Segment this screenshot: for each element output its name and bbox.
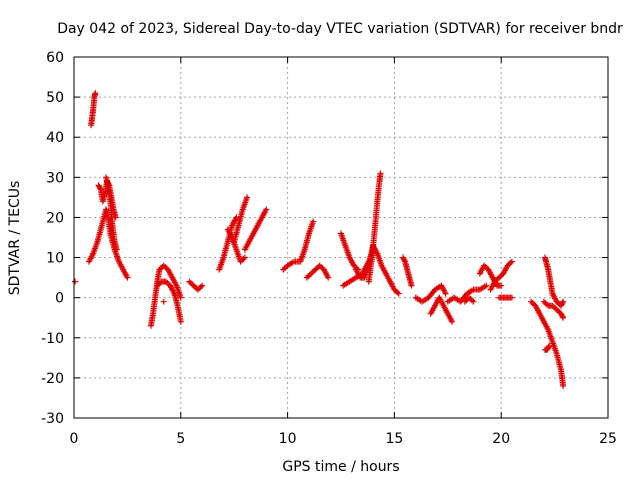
- data-point: [92, 90, 99, 97]
- data-point: [483, 282, 490, 289]
- x-axis-label: GPS time / hours: [282, 459, 399, 475]
- data-series: [399, 254, 415, 289]
- data-point: [559, 313, 566, 320]
- data-series: [154, 278, 184, 325]
- y-tick-label: 50: [46, 90, 64, 106]
- data-series: [444, 282, 490, 305]
- data-point: [401, 257, 408, 264]
- data-point: [199, 282, 206, 289]
- data-point: [233, 214, 240, 221]
- plot-frame: [73, 56, 609, 419]
- data-series: [352, 242, 402, 297]
- data-series: [280, 218, 317, 273]
- data-point: [470, 298, 477, 305]
- y-tick-label: -30: [41, 411, 64, 427]
- y-tick-label: 40: [46, 130, 64, 146]
- data-series: [528, 298, 567, 389]
- data-series: [540, 298, 567, 321]
- data-point: [244, 194, 251, 201]
- data-point: [177, 294, 184, 301]
- data-point: [560, 298, 567, 305]
- data-series: [160, 298, 167, 305]
- data-series: [427, 294, 456, 325]
- data-series: [541, 342, 553, 353]
- data-point: [560, 382, 567, 389]
- data-point: [560, 314, 567, 321]
- data-series: [541, 254, 567, 309]
- x-tick-label: 25: [599, 431, 617, 447]
- data-series: [496, 294, 515, 301]
- data-point: [498, 282, 505, 289]
- data-point: [310, 218, 317, 225]
- data-series: [365, 170, 384, 285]
- data-point: [395, 290, 402, 297]
- data-point: [449, 318, 456, 325]
- data-point: [113, 246, 120, 253]
- grid-layer: [74, 57, 608, 418]
- y-tick-label: -10: [41, 331, 64, 347]
- data-point: [160, 298, 167, 305]
- data-point: [545, 344, 552, 351]
- data-series: [303, 262, 332, 281]
- data-series: [147, 262, 184, 329]
- chart-title: Day 042 of 2023, Sidereal Day-to-day VTE…: [57, 21, 623, 37]
- data-point: [241, 254, 248, 261]
- y-tick-label: -20: [41, 371, 64, 387]
- ticks-layer: 0 5 10 15 20 25 -30 -20 -10 0 10 20 30 40 50 60: [41, 50, 617, 447]
- data-point: [546, 342, 553, 349]
- data-point: [263, 206, 270, 213]
- x-tick-label: 10: [279, 431, 297, 447]
- data-series: [72, 278, 79, 285]
- data-point: [112, 214, 119, 221]
- y-tick-label: 10: [46, 251, 64, 267]
- data-point: [408, 282, 415, 289]
- y-tick-label: 30: [46, 170, 64, 186]
- data-point: [177, 318, 184, 325]
- data-point: [72, 278, 79, 285]
- data-point: [325, 274, 332, 281]
- data-series: [461, 294, 477, 305]
- data-series: [186, 278, 206, 293]
- data-point: [508, 258, 515, 265]
- data-point: [377, 170, 384, 177]
- y-axis-label: SDTVAR / TECUs: [7, 181, 23, 296]
- data-point: [442, 290, 449, 297]
- data-series: [231, 194, 251, 245]
- data-point: [508, 294, 515, 301]
- x-tick-label: 20: [492, 431, 510, 447]
- data-point: [96, 185, 103, 192]
- data-point: [124, 274, 131, 281]
- x-tick-label: 5: [176, 431, 185, 447]
- y-tick-label: 60: [46, 50, 64, 66]
- data-point: [559, 300, 566, 307]
- x-tick-label: 0: [70, 431, 79, 447]
- data-series: [487, 258, 515, 293]
- data-series: [103, 174, 120, 253]
- data-series: [412, 282, 449, 305]
- data-series: [241, 206, 270, 253]
- x-tick-label: 15: [385, 431, 403, 447]
- data-series: [88, 90, 99, 129]
- y-tick-label: 20: [46, 210, 64, 226]
- marks-layer: [72, 90, 567, 389]
- y-tick-label: 0: [55, 291, 64, 307]
